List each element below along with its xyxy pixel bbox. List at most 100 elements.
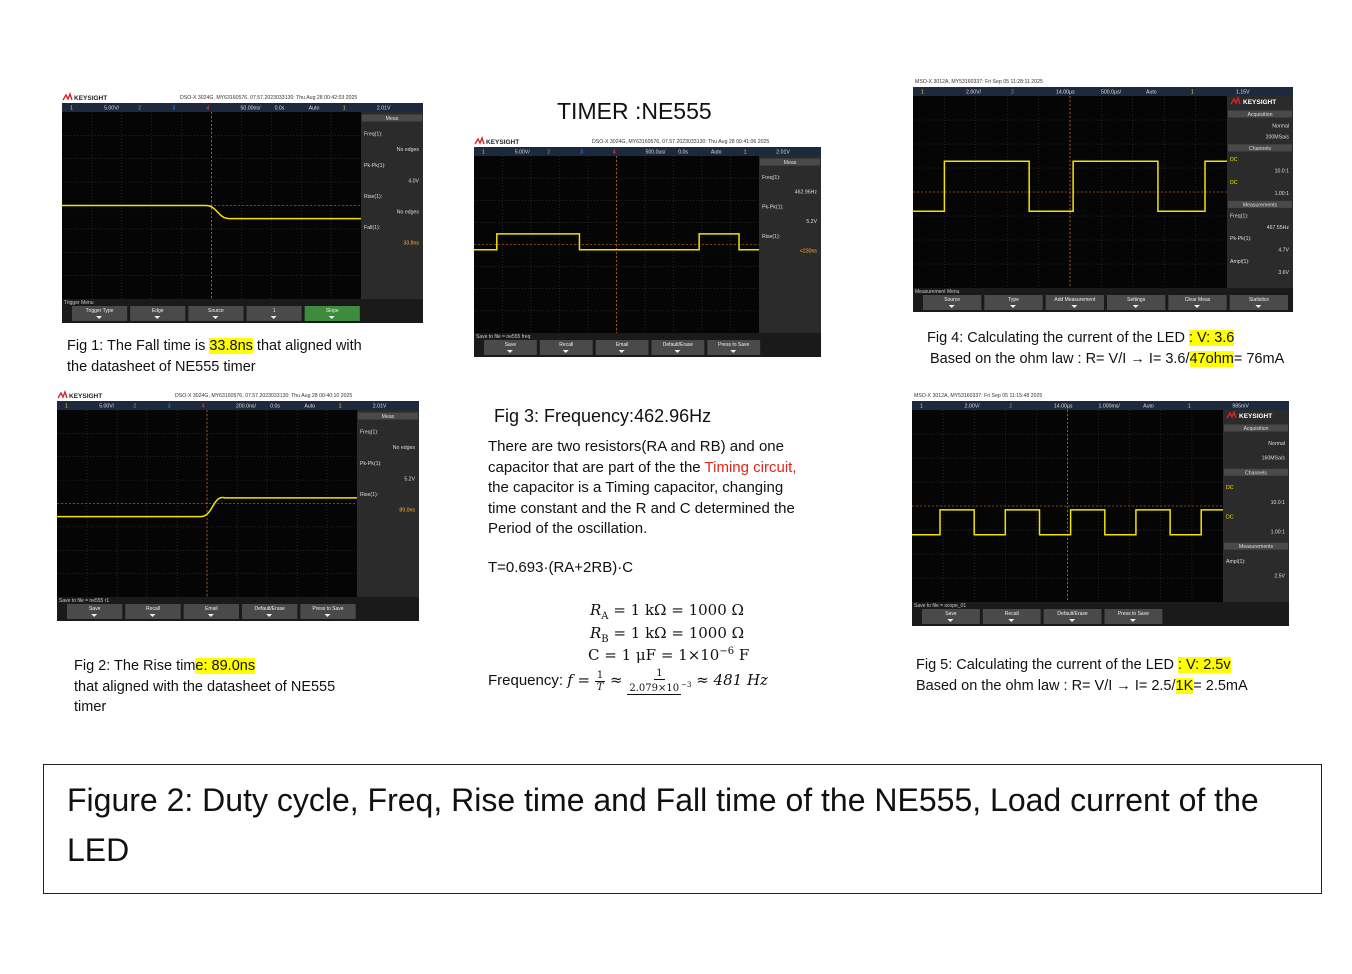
softkey-label: Trigger Type [86, 308, 114, 314]
highlight: 1K [1175, 677, 1194, 694]
panel-item: Acquisition [1243, 426, 1268, 432]
softkey-label: Add Measurement [1054, 297, 1095, 303]
panel-item: 5.2V [404, 476, 415, 482]
softkey [300, 604, 356, 619]
softkey [984, 295, 1043, 310]
superscript: −3 [681, 681, 692, 689]
panel-item: No edges [393, 445, 416, 451]
softkey [1104, 609, 1163, 624]
softkey-menu: Save to file = scope_01 [914, 603, 966, 609]
equation: C = 1 μF = 1×10−6 F [588, 646, 749, 664]
softkey-arrow [562, 350, 569, 353]
panel-item: 467.55Hz [1267, 225, 1290, 231]
text: Based on the ohm law : R= V/I → I= 2.5/ [916, 677, 1176, 694]
softkey-label: Default/Erase [1057, 611, 1088, 617]
softkey-label: Settings [1127, 297, 1146, 303]
top-bar-item: Auto [309, 106, 320, 112]
top-bar-item: 985mV [1232, 404, 1249, 410]
top-bar-item: 0.0s [678, 150, 688, 156]
softkey-label: Default/Erase [255, 606, 286, 612]
panel-item: 10.0:1 [1271, 500, 1286, 506]
top-bar-item: Auto [304, 404, 315, 410]
panel-item: No edges [397, 147, 420, 153]
softkey-label: Source [944, 297, 960, 303]
panel-item: Channels [1249, 146, 1271, 152]
top-bar [912, 401, 1289, 410]
top-bar-item: 1 [65, 404, 68, 410]
top-bar-item: 2.01V [373, 404, 387, 410]
panel-item: Meas [386, 116, 399, 122]
panel-item: 10.0:1 [1275, 168, 1290, 174]
softkey [130, 306, 186, 321]
text: = 2.5mA [1193, 677, 1248, 694]
symbol: f [567, 671, 573, 690]
scope-screenshot: KEYSIGHT DSO-X 3024G, MY63160576, 07.57.2… [474, 136, 821, 357]
panel-item: Rise(1): [762, 234, 780, 240]
top-bar-item: 4 [206, 106, 209, 112]
text: ≈ 481 Hz [691, 671, 768, 690]
brand: KEYSIGHT [1239, 413, 1272, 420]
softkey-arrow [506, 350, 513, 353]
panel-item: Ampl(1): [1226, 559, 1246, 565]
text: Fig 2: The Rise tim [74, 658, 196, 674]
softkey-arrow [730, 350, 737, 353]
top-bar-item: 1 [744, 150, 747, 156]
top-bar-item: 1 [921, 90, 924, 96]
softkey-arrow [154, 316, 161, 319]
softkey-label: Email [205, 606, 218, 612]
panel-heading-bg [760, 158, 820, 166]
text: timer [74, 699, 107, 715]
panel-item: Pk-Pk(1): [1230, 236, 1252, 242]
panel-heading-bg [1224, 424, 1288, 432]
scope: KEYSIGHT DSO-X 3024G, MY63160576, 07.57.2… [62, 92, 423, 323]
text: capacitor that are part of the the [488, 458, 705, 476]
softkey-arrow [91, 614, 98, 617]
scope-header: DSO-X 3024G, MY63160576, 07.57.202303313… [180, 95, 357, 101]
softkey-arrow [1129, 619, 1136, 622]
side-panel [1223, 410, 1289, 602]
softkey [246, 306, 302, 321]
softkey [595, 340, 649, 355]
logo [1226, 409, 1237, 419]
top-bar-item: 1 [1191, 90, 1194, 96]
symbol: R [590, 624, 602, 642]
scope-screenshot: KEYSIGHT DSO-X 3024G, MY63160576, 07.57.2… [57, 390, 419, 621]
softkey-arrow [328, 316, 335, 319]
page-title: TIMER :NE555 [557, 98, 712, 124]
scope: KEYSIGHT DSO-X 3024G, MY63160576, 07.57.2… [57, 390, 419, 621]
subscript: B [601, 634, 609, 645]
caption: Fig 1: The Fall time is 33.8ns that alig… [67, 336, 362, 377]
softkey [982, 609, 1041, 624]
panel-item: 4.7V [1278, 248, 1289, 254]
softkey-label: Recall [559, 342, 573, 348]
top-bar-item: 2 [138, 106, 141, 112]
logo [57, 390, 68, 399]
softkey [1043, 609, 1102, 624]
softkey [72, 306, 128, 321]
softkey-label: Save [505, 342, 517, 348]
softkey-arrow [207, 614, 214, 617]
top-bar-item: 14.00µs [1056, 90, 1075, 96]
brand: KEYSIGHT [69, 393, 102, 400]
softkey-label: Type [1008, 297, 1019, 303]
softkey [304, 306, 360, 321]
side-panel [1227, 96, 1293, 288]
panel-item: Ampl(1): [1230, 259, 1250, 265]
scope: MSO-X 3012A, MY53160337: Fri Sep 05 11:1… [912, 393, 1289, 626]
subscript: A [601, 611, 609, 622]
softkey-arrow [1194, 305, 1200, 308]
top-bar [57, 401, 419, 410]
softkey [67, 604, 123, 619]
logo [1230, 95, 1241, 105]
softkey-label: Press to Save [718, 342, 749, 348]
scope-header: DSO-X 3024G, MY63160576, 07.57.202303313… [175, 393, 352, 399]
softkey-arrow [674, 350, 681, 353]
softkey-label: Press to Save [1118, 611, 1149, 617]
softkey-arrow [96, 316, 103, 319]
top-bar-item: 4 [202, 404, 205, 410]
scope-header: MSO-X 3012A, MY53160337: Fri Sep 05 11:1… [914, 393, 1042, 399]
highlight: 47ohm [1189, 350, 1234, 367]
top-bar-item: 5.00V/ [104, 106, 120, 112]
